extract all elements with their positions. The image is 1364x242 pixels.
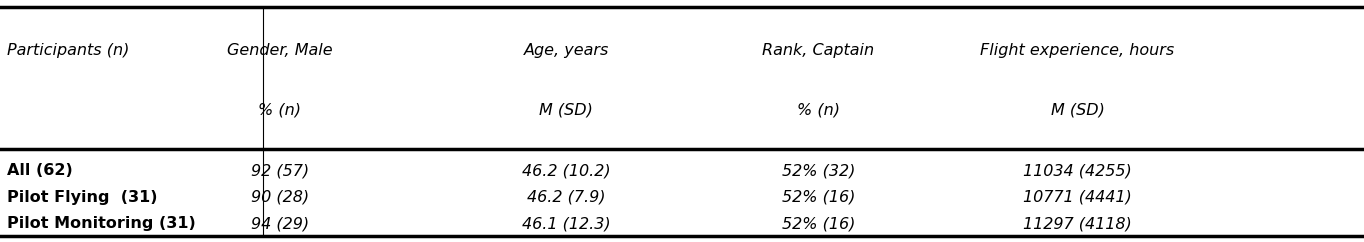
Text: 11297 (4118): 11297 (4118) bbox=[1023, 216, 1132, 231]
Text: 52% (16): 52% (16) bbox=[782, 190, 855, 205]
Text: M (SD): M (SD) bbox=[539, 103, 593, 118]
Text: Participants (n): Participants (n) bbox=[7, 43, 130, 58]
Text: % (n): % (n) bbox=[258, 103, 301, 118]
Text: Gender, Male: Gender, Male bbox=[226, 43, 333, 58]
Text: 90 (28): 90 (28) bbox=[251, 190, 308, 205]
Text: 94 (29): 94 (29) bbox=[251, 216, 308, 231]
Text: 52% (32): 52% (32) bbox=[782, 163, 855, 178]
Text: 46.2 (7.9): 46.2 (7.9) bbox=[527, 190, 606, 205]
Text: 11034 (4255): 11034 (4255) bbox=[1023, 163, 1132, 178]
Text: Age, years: Age, years bbox=[524, 43, 608, 58]
Text: 92 (57): 92 (57) bbox=[251, 163, 308, 178]
Text: All (62): All (62) bbox=[7, 163, 72, 178]
Text: 46.1 (12.3): 46.1 (12.3) bbox=[522, 216, 610, 231]
Text: % (n): % (n) bbox=[797, 103, 840, 118]
Text: Pilot Flying  (31): Pilot Flying (31) bbox=[7, 190, 157, 205]
Text: Rank, Captain: Rank, Captain bbox=[762, 43, 874, 58]
Text: Flight experience, hours: Flight experience, hours bbox=[981, 43, 1174, 58]
Text: 10771 (4441): 10771 (4441) bbox=[1023, 190, 1132, 205]
Text: 46.2 (10.2): 46.2 (10.2) bbox=[522, 163, 610, 178]
Text: 52% (16): 52% (16) bbox=[782, 216, 855, 231]
Text: Pilot Monitoring (31): Pilot Monitoring (31) bbox=[7, 216, 195, 231]
Text: M (SD): M (SD) bbox=[1050, 103, 1105, 118]
